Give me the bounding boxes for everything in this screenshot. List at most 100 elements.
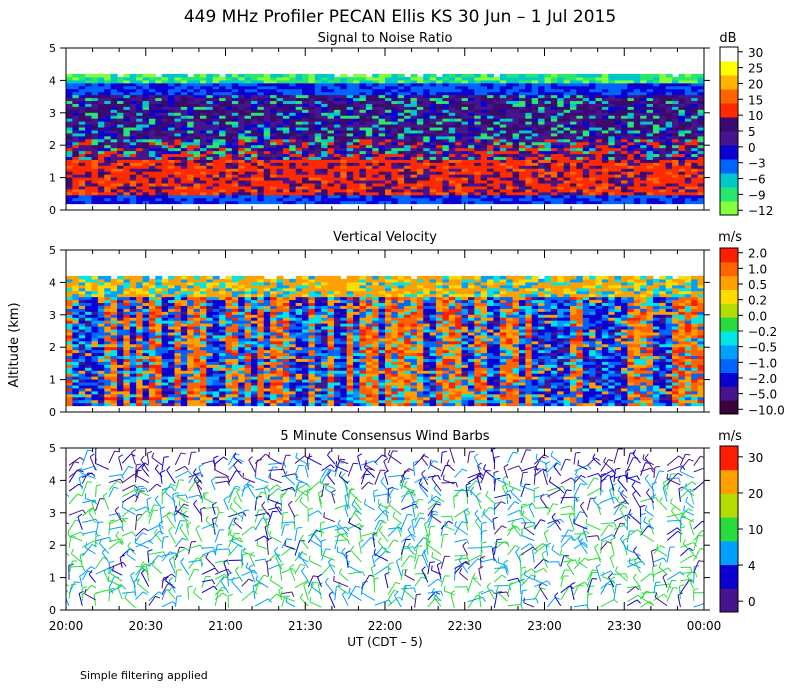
- heatmap-cell: [340, 188, 348, 193]
- heatmap-cell: [589, 197, 597, 202]
- heatmap-cell: [161, 191, 169, 196]
- heatmap-cell: [538, 188, 546, 193]
- heatmap-cell: [231, 147, 239, 152]
- heatmap-cell: [621, 82, 629, 87]
- heatmap-cell: [219, 85, 227, 90]
- heatmap-cell: [340, 141, 348, 146]
- heatmap-cell: [117, 373, 125, 377]
- heatmap-cell: [327, 147, 335, 152]
- heatmap-cell: [302, 150, 310, 155]
- heatmap-cell: [410, 159, 418, 163]
- heatmap-cell: [78, 402, 86, 407]
- heatmap-cell: [576, 147, 584, 152]
- heatmap-cell: [436, 85, 444, 90]
- heatmap-cell: [180, 82, 188, 87]
- heatmap-cell: [187, 91, 195, 96]
- heatmap-cell: [652, 115, 660, 119]
- heatmap-cell: [557, 194, 565, 199]
- heatmap-cell: [499, 82, 507, 87]
- heatmap-cell: [85, 159, 93, 163]
- heatmap-cell: [333, 138, 341, 143]
- heatmap-cell: [691, 129, 699, 134]
- heatmap-cell: [582, 94, 590, 99]
- heatmap-cell: [180, 185, 188, 190]
- heatmap-cell: [385, 112, 392, 116]
- heatmap-cell: [397, 103, 405, 107]
- heatmap-cell: [359, 76, 367, 81]
- heatmap-cell: [72, 287, 80, 292]
- heatmap-cell: [168, 132, 176, 137]
- heatmap-cell: [404, 200, 412, 205]
- heatmap-cell: [314, 168, 322, 172]
- heatmap-cell: [321, 141, 329, 146]
- heatmap-cell: [289, 76, 297, 81]
- heatmap-cell: [633, 159, 641, 163]
- heatmap-cell: [257, 147, 265, 152]
- heatmap-cell: [104, 355, 112, 359]
- heatmap-cell: [372, 106, 380, 110]
- heatmap-cell: [289, 129, 297, 134]
- heatmap-cell: [327, 197, 335, 202]
- heatmap-cell: [66, 314, 73, 318]
- heatmap-cell: [314, 162, 322, 166]
- heatmap-cell: [442, 153, 450, 157]
- heatmap-cell: [66, 293, 73, 298]
- heatmap-cell: [110, 97, 118, 102]
- heatmap-cell: [91, 153, 99, 157]
- heatmap-cell: [340, 85, 348, 90]
- heatmap-cell: [557, 168, 565, 172]
- heatmap-cell: [608, 156, 616, 160]
- heatmap-cell: [302, 109, 310, 113]
- heatmap-cell: [66, 349, 73, 354]
- heatmap-cell: [72, 328, 80, 333]
- heatmap-cell: [117, 103, 125, 107]
- heatmap-cell: [608, 197, 616, 202]
- heatmap-cell: [672, 194, 680, 199]
- heatmap-cell: [672, 112, 680, 116]
- heatmap-cell: [423, 97, 431, 102]
- heatmap-cell: [72, 141, 80, 146]
- heatmap-cell: [487, 109, 495, 113]
- heatmap-cell: [193, 76, 201, 81]
- heatmap-cell: [582, 123, 590, 128]
- heatmap-cell: [410, 165, 418, 169]
- heatmap-cell: [646, 197, 654, 202]
- heatmap-cell: [550, 138, 558, 143]
- heatmap-cell: [493, 118, 501, 122]
- heatmap-cell: [563, 121, 571, 125]
- heatmap-cell: [512, 144, 520, 149]
- heatmap-cell: [276, 144, 284, 149]
- heatmap-cell: [487, 91, 495, 96]
- heatmap-cell: [391, 174, 399, 178]
- heatmap-cell: [448, 194, 456, 199]
- heatmap-cell: [365, 191, 373, 196]
- heatmap-cell: [410, 91, 418, 96]
- heatmap-cell: [66, 109, 73, 113]
- heatmap-cell: [665, 73, 673, 78]
- heatmap-cell: [231, 188, 239, 193]
- heatmap-cell: [691, 97, 699, 102]
- heatmap-cell: [321, 156, 329, 160]
- heatmap-cell: [346, 88, 354, 93]
- heatmap-cell: [684, 165, 692, 169]
- heatmap-cell: [550, 103, 558, 107]
- heatmap-cell: [621, 109, 629, 113]
- heatmap-cell: [570, 179, 577, 184]
- heatmap-cell: [66, 311, 73, 315]
- heatmap-cell: [257, 197, 265, 202]
- heatmap-cell: [442, 144, 450, 149]
- heatmap-cell: [321, 109, 329, 113]
- heatmap-cell: [321, 103, 329, 107]
- heatmap-cell: [691, 73, 699, 78]
- heatmap-cell: [142, 91, 150, 96]
- heatmap-cell: [385, 73, 392, 78]
- heatmap-cell: [238, 126, 246, 131]
- heatmap-cell: [550, 182, 558, 187]
- heatmap-cell: [455, 168, 463, 172]
- heatmap-cell: [614, 200, 622, 205]
- heatmap-cell: [372, 141, 380, 146]
- heatmap-cell: [665, 103, 673, 107]
- heatmap-cell: [225, 174, 233, 178]
- heatmap-cell: [640, 82, 648, 87]
- heatmap-cell: [212, 144, 220, 149]
